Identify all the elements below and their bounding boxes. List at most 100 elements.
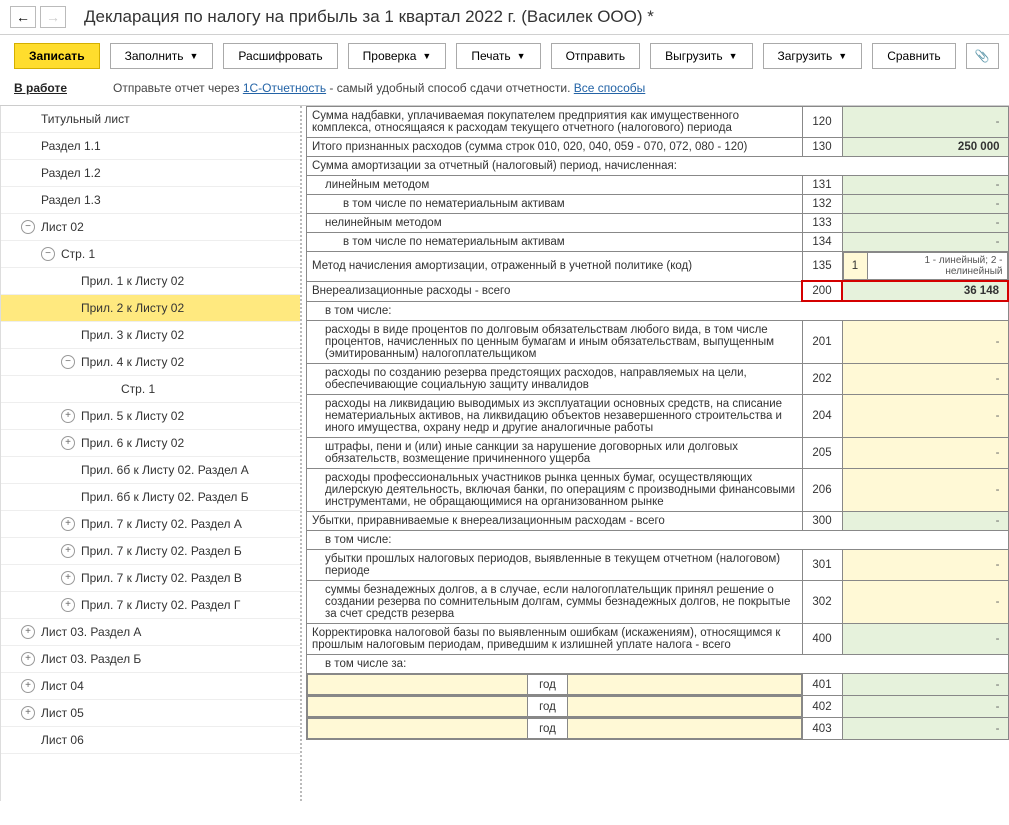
tree-item[interactable]: +Прил. 7 к Листу 02. Раздел В <box>1 565 300 592</box>
expand-icon[interactable]: + <box>61 571 75 585</box>
row-value[interactable] <box>842 107 1008 138</box>
expand-icon[interactable]: + <box>21 706 35 720</box>
tree-item[interactable]: Прил. 2 к Листу 02 <box>1 295 300 322</box>
table-row: Внереализационные расходы - всего20036 1… <box>307 281 1009 301</box>
row-value[interactable] <box>842 624 1008 655</box>
row-value[interactable] <box>842 214 1008 233</box>
import-button[interactable]: Загрузить▼ <box>763 43 863 69</box>
expand-icon[interactable]: + <box>21 652 35 666</box>
row-value[interactable] <box>842 469 1008 512</box>
year-input[interactable] <box>308 697 528 717</box>
row-code: 132 <box>802 195 842 214</box>
row-value[interactable] <box>842 233 1008 252</box>
row-value[interactable] <box>842 176 1008 195</box>
row-desc: Метод начисления амортизации, отраженный… <box>307 252 803 282</box>
tree-item[interactable]: +Прил. 5 к Листу 02 <box>1 403 300 430</box>
tree-item[interactable]: Раздел 1.3 <box>1 187 300 214</box>
tree-item[interactable]: Лист 06 <box>1 727 300 754</box>
link-1c-report[interactable]: 1С-Отчетность <box>243 81 326 95</box>
row-desc: Внереализационные расходы - всего <box>307 281 803 301</box>
row-code: 302 <box>802 581 842 624</box>
tree-item[interactable]: +Прил. 7 к Листу 02. Раздел А <box>1 511 300 538</box>
tree-item[interactable]: +Лист 03. Раздел Б <box>1 646 300 673</box>
tree-item-label: Прил. 2 к Листу 02 <box>81 301 184 315</box>
expand-icon[interactable]: + <box>21 679 35 693</box>
row-value[interactable]: 11 - линейный; 2 - нелинейный <box>842 252 1008 282</box>
tree-item[interactable]: −Стр. 1 <box>1 241 300 268</box>
row-value[interactable] <box>842 395 1008 438</box>
row-value[interactable]: 36 148 <box>842 281 1008 301</box>
method-code-value[interactable]: 1 <box>843 253 867 280</box>
table-row: Метод начисления амортизации, отраженный… <box>307 252 1009 282</box>
tree-item[interactable]: Прил. 1 к Листу 02 <box>1 268 300 295</box>
row-value[interactable] <box>842 696 1008 718</box>
row-code: 135 <box>802 252 842 282</box>
tree-item[interactable]: −Лист 02 <box>1 214 300 241</box>
row-value[interactable] <box>842 195 1008 214</box>
row-desc: Сумма надбавки, уплачиваемая покупателем… <box>307 107 803 138</box>
decode-button[interactable]: Расшифровать <box>223 43 337 69</box>
year-value-input[interactable] <box>568 719 802 739</box>
row-desc: расходы в виде процентов по долговым обя… <box>307 321 803 364</box>
tree-item[interactable]: Прил. 3 к Листу 02 <box>1 322 300 349</box>
tree-item[interactable]: Раздел 1.2 <box>1 160 300 187</box>
row-value[interactable] <box>842 512 1008 531</box>
status-label[interactable]: В работе <box>14 81 67 95</box>
status-row: В работе Отправьте отчет через 1С-Отчетн… <box>0 77 1009 105</box>
row-value[interactable] <box>842 364 1008 395</box>
table-row: Корректировка налоговой базы по выявленн… <box>307 624 1009 655</box>
export-button[interactable]: Выгрузить▼ <box>650 43 752 69</box>
year-input[interactable] <box>308 719 528 739</box>
row-code: 401 <box>802 674 842 696</box>
tree-item-label: Прил. 4 к Листу 02 <box>81 355 184 369</box>
chevron-down-icon: ▼ <box>517 51 526 61</box>
save-button[interactable]: Записать <box>14 43 100 69</box>
tree-item-label: Прил. 7 к Листу 02. Раздел Б <box>81 544 242 558</box>
table-row: Убытки, приравниваемые к внереализационн… <box>307 512 1009 531</box>
attach-button[interactable]: 📎 <box>966 43 999 69</box>
expand-icon[interactable]: + <box>61 544 75 558</box>
row-value[interactable] <box>842 438 1008 469</box>
collapse-icon[interactable]: − <box>41 247 55 261</box>
tree-item[interactable]: +Лист 04 <box>1 673 300 700</box>
row-value[interactable] <box>842 718 1008 740</box>
tree-item[interactable]: Титульный лист <box>1 106 300 133</box>
fill-button[interactable]: Заполнить▼ <box>110 43 214 69</box>
year-input[interactable] <box>308 675 528 695</box>
collapse-icon[interactable]: − <box>21 220 35 234</box>
tree-item[interactable]: +Лист 05 <box>1 700 300 727</box>
year-value-input[interactable] <box>568 675 802 695</box>
row-code: 134 <box>802 233 842 252</box>
tree-item[interactable]: Стр. 1 <box>1 376 300 403</box>
compare-button[interactable]: Сравнить <box>872 43 955 69</box>
expand-icon[interactable]: + <box>61 517 75 531</box>
row-value[interactable] <box>842 321 1008 364</box>
check-button[interactable]: Проверка▼ <box>348 43 447 69</box>
link-all-methods[interactable]: Все способы <box>574 81 646 95</box>
row-value[interactable]: 250 000 <box>842 138 1008 157</box>
tree-item[interactable]: −Прил. 4 к Листу 02 <box>1 349 300 376</box>
print-button[interactable]: Печать▼ <box>456 43 540 69</box>
row-value[interactable] <box>842 674 1008 696</box>
collapse-icon[interactable]: − <box>61 355 75 369</box>
expand-icon[interactable]: + <box>61 598 75 612</box>
tree-item[interactable]: Прил. 6б к Листу 02. Раздел А <box>1 457 300 484</box>
expand-icon[interactable]: + <box>61 436 75 450</box>
send-button[interactable]: Отправить <box>551 43 641 69</box>
table-row: в том числе: <box>307 531 1009 550</box>
tree-item[interactable]: +Прил. 6 к Листу 02 <box>1 430 300 457</box>
expand-icon[interactable]: + <box>61 409 75 423</box>
year-value-input[interactable] <box>568 697 802 717</box>
tree-item[interactable]: Прил. 6б к Листу 02. Раздел Б <box>1 484 300 511</box>
tree-item[interactable]: +Лист 03. Раздел А <box>1 619 300 646</box>
nav-back-button[interactable]: ← <box>10 6 36 28</box>
chevron-down-icon: ▼ <box>729 51 738 61</box>
row-desc: расходы по созданию резерва предстоящих … <box>307 364 803 395</box>
row-desc: в том числе за: <box>307 655 1009 674</box>
tree-item[interactable]: + Прил. 7 к Листу 02. Раздел Б <box>1 538 300 565</box>
expand-icon[interactable]: + <box>21 625 35 639</box>
row-value[interactable] <box>842 581 1008 624</box>
tree-item[interactable]: Раздел 1.1 <box>1 133 300 160</box>
tree-item[interactable]: +Прил. 7 к Листу 02. Раздел Г <box>1 592 300 619</box>
row-value[interactable] <box>842 550 1008 581</box>
